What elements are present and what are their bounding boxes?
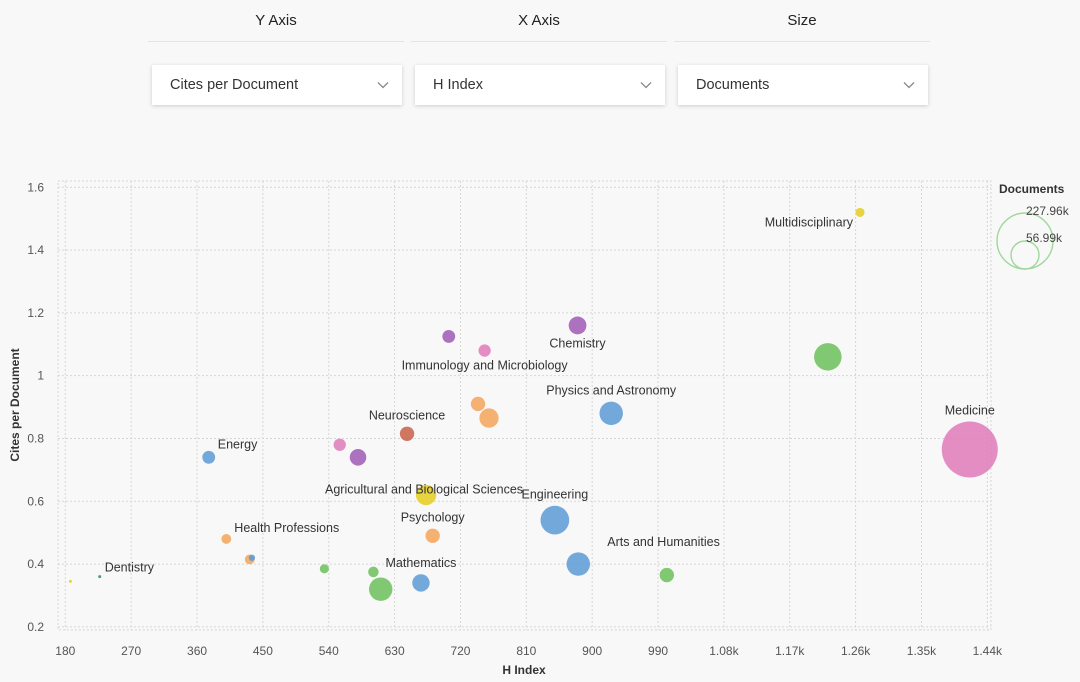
bubble-label: Psychology [401, 511, 466, 525]
bubble [814, 343, 842, 371]
x-tick-label: 1.08k [709, 644, 739, 658]
x-tick-label: 1.26k [841, 644, 871, 658]
size-legend-circle [1010, 240, 1040, 270]
bubble-label: Neuroscience [369, 409, 445, 423]
x-axis-divider [411, 41, 667, 42]
x-tick-label: 540 [319, 644, 339, 658]
bubble [566, 552, 591, 576]
y-tick-label: 1.6 [27, 180, 44, 194]
x-tick-label: 810 [516, 644, 536, 658]
bubble [68, 579, 72, 583]
y-axis-label: Cites per Document [8, 348, 22, 461]
bubble-label: Multidisciplinary [765, 215, 854, 229]
bubble-label: Immunology and Microbiology [402, 359, 569, 373]
bubble [349, 449, 367, 466]
bubble-label: Engineering [522, 488, 589, 502]
bubble [202, 450, 216, 464]
bubble [442, 329, 456, 343]
bubble-label: Medicine [945, 403, 995, 417]
size-legend-label: 227.96k [1026, 204, 1070, 218]
bubble [470, 396, 486, 412]
bubble [333, 438, 346, 451]
bubble [568, 316, 587, 335]
bubble [599, 401, 623, 426]
bubble [368, 577, 393, 601]
bubble [855, 207, 865, 217]
y-tick-label: 0.6 [27, 494, 44, 508]
plot-frame [57, 180, 992, 631]
x-tick-label: 270 [121, 644, 141, 658]
bubble [98, 575, 102, 579]
chevron-down-icon [377, 82, 389, 89]
chevron-down-icon [640, 82, 652, 89]
x-tick-label: 180 [55, 644, 75, 658]
x-tick-label: 990 [648, 644, 668, 658]
y-axis-divider [148, 41, 404, 42]
x-axis-title: X Axis [518, 12, 560, 29]
bubble [412, 574, 430, 592]
bubble [425, 528, 440, 543]
axis-ticks: 180 270 360 450 540 630 720 810 900 990 1.08k 1.17k… [27, 180, 1003, 658]
y-tick-label: 1 [37, 369, 44, 383]
x-tick-label: 1.17k [775, 644, 805, 658]
bubble [399, 426, 415, 441]
x-axis-select[interactable]: H Index [415, 65, 665, 105]
bubble-label: Energy [218, 437, 258, 451]
x-tick-label: 1.35k [907, 644, 937, 658]
x-tick-label: 360 [187, 644, 207, 658]
y-tick-label: 0.4 [27, 557, 44, 571]
size-legend: Documents 227.96k 56.99k [996, 182, 1070, 270]
bubble [659, 567, 675, 583]
y-axis-title: Y Axis [255, 12, 297, 29]
x-axis-label: H Index [502, 663, 546, 677]
bubble-label: Mathematics [386, 556, 457, 570]
bubble-labels: Dentistry Energy Health Professions Agricul… [105, 215, 995, 574]
y-tick-label: 1.4 [27, 243, 44, 257]
bubble [221, 534, 232, 544]
chevron-down-icon [903, 82, 915, 89]
bubble-label: Arts and Humanities [607, 535, 720, 549]
bubble [248, 554, 256, 561]
size-select-value: Documents [696, 77, 770, 93]
bubble [479, 408, 499, 428]
bubble [319, 564, 329, 574]
x-tick-label: 450 [253, 644, 273, 658]
size-select[interactable]: Documents [678, 65, 928, 105]
size-legend-label: 56.99k [1026, 231, 1063, 245]
y-axis-select-value: Cites per Document [170, 77, 299, 93]
y-tick-label: 0.2 [27, 620, 44, 634]
y-tick-label: 0.8 [27, 431, 44, 445]
bubble-label: Physics and Astronomy [546, 384, 677, 398]
bubble [941, 421, 998, 478]
bubble-label: Chemistry [549, 336, 606, 350]
y-tick-label: 1.2 [27, 306, 44, 320]
bubble [368, 566, 379, 578]
x-tick-label: 630 [385, 644, 405, 658]
x-tick-label: 900 [582, 644, 602, 658]
size-legend-title: Documents [999, 182, 1065, 196]
bubbles [68, 207, 998, 601]
x-tick-label: 720 [450, 644, 470, 658]
x-tick-label: 1.44k [973, 644, 1003, 658]
x-axis-select-value: H Index [433, 77, 483, 93]
bubble [540, 505, 570, 535]
size-title: Size [787, 12, 817, 29]
bubble-label: Health Professions [234, 521, 339, 535]
bubble-label: Dentistry [105, 561, 155, 575]
grid [57, 180, 992, 631]
bubble [478, 344, 491, 357]
bubble-label: Agricultural and Biological Sciences [325, 482, 523, 496]
y-axis-select[interactable]: Cites per Document [152, 65, 402, 105]
size-divider [674, 41, 930, 42]
bubble [415, 484, 437, 506]
